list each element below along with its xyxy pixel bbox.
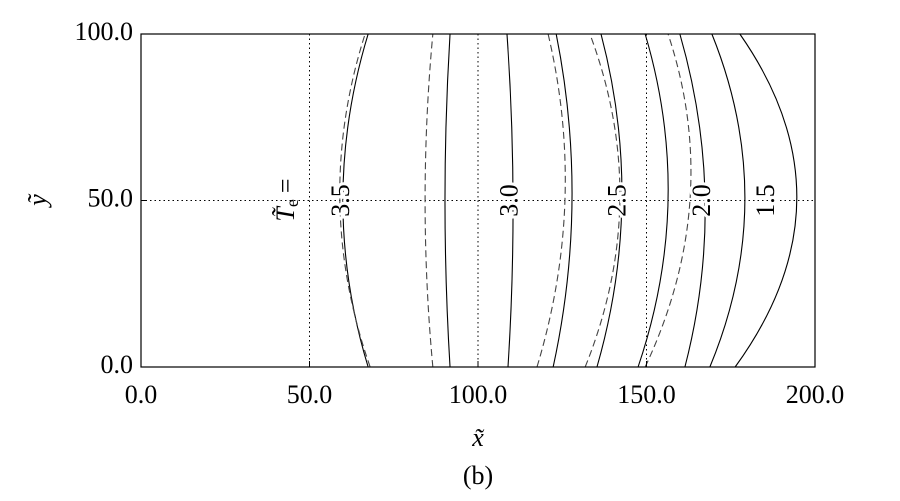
contour-line [709,33,746,368]
contour-line [644,33,692,368]
contour-line [339,33,371,368]
contour-line [679,33,706,368]
contour-line [596,33,623,368]
contour-line [506,33,514,368]
contour-line [444,33,451,368]
contour-label: 2.5 [603,184,632,217]
x-tick-label: 150.0 [617,380,676,409]
y-axis-label: ỹ [23,193,52,209]
contour-line [536,33,566,368]
contour-line [734,33,798,368]
contour-label: 1.5 [751,184,780,217]
contour-line [637,33,669,368]
contour-line [584,33,621,368]
x-axis-label: x̃ [471,423,485,452]
contour-label: 3.0 [495,184,524,217]
level-suffix: = [271,178,300,193]
x-tick-label: 50.0 [287,380,333,409]
y-tick-label: 0.0 [101,350,134,379]
caption: (b) [463,461,493,490]
x-tick-label: 0.0 [125,380,158,409]
level-label: T̃e = [271,178,302,221]
contour-label: 3.5 [326,184,355,217]
contour-line [552,33,573,368]
y-tick-label: 100.0 [75,17,134,46]
y-tick-label: 50.0 [88,183,134,212]
contour-label: 2.0 [687,184,716,217]
x-tick-label: 100.0 [449,380,508,409]
level-symbol: T̃ [271,206,300,222]
level-subscript: e [282,199,302,207]
contour-line [424,33,434,368]
x-tick-label: 200.0 [786,380,845,409]
